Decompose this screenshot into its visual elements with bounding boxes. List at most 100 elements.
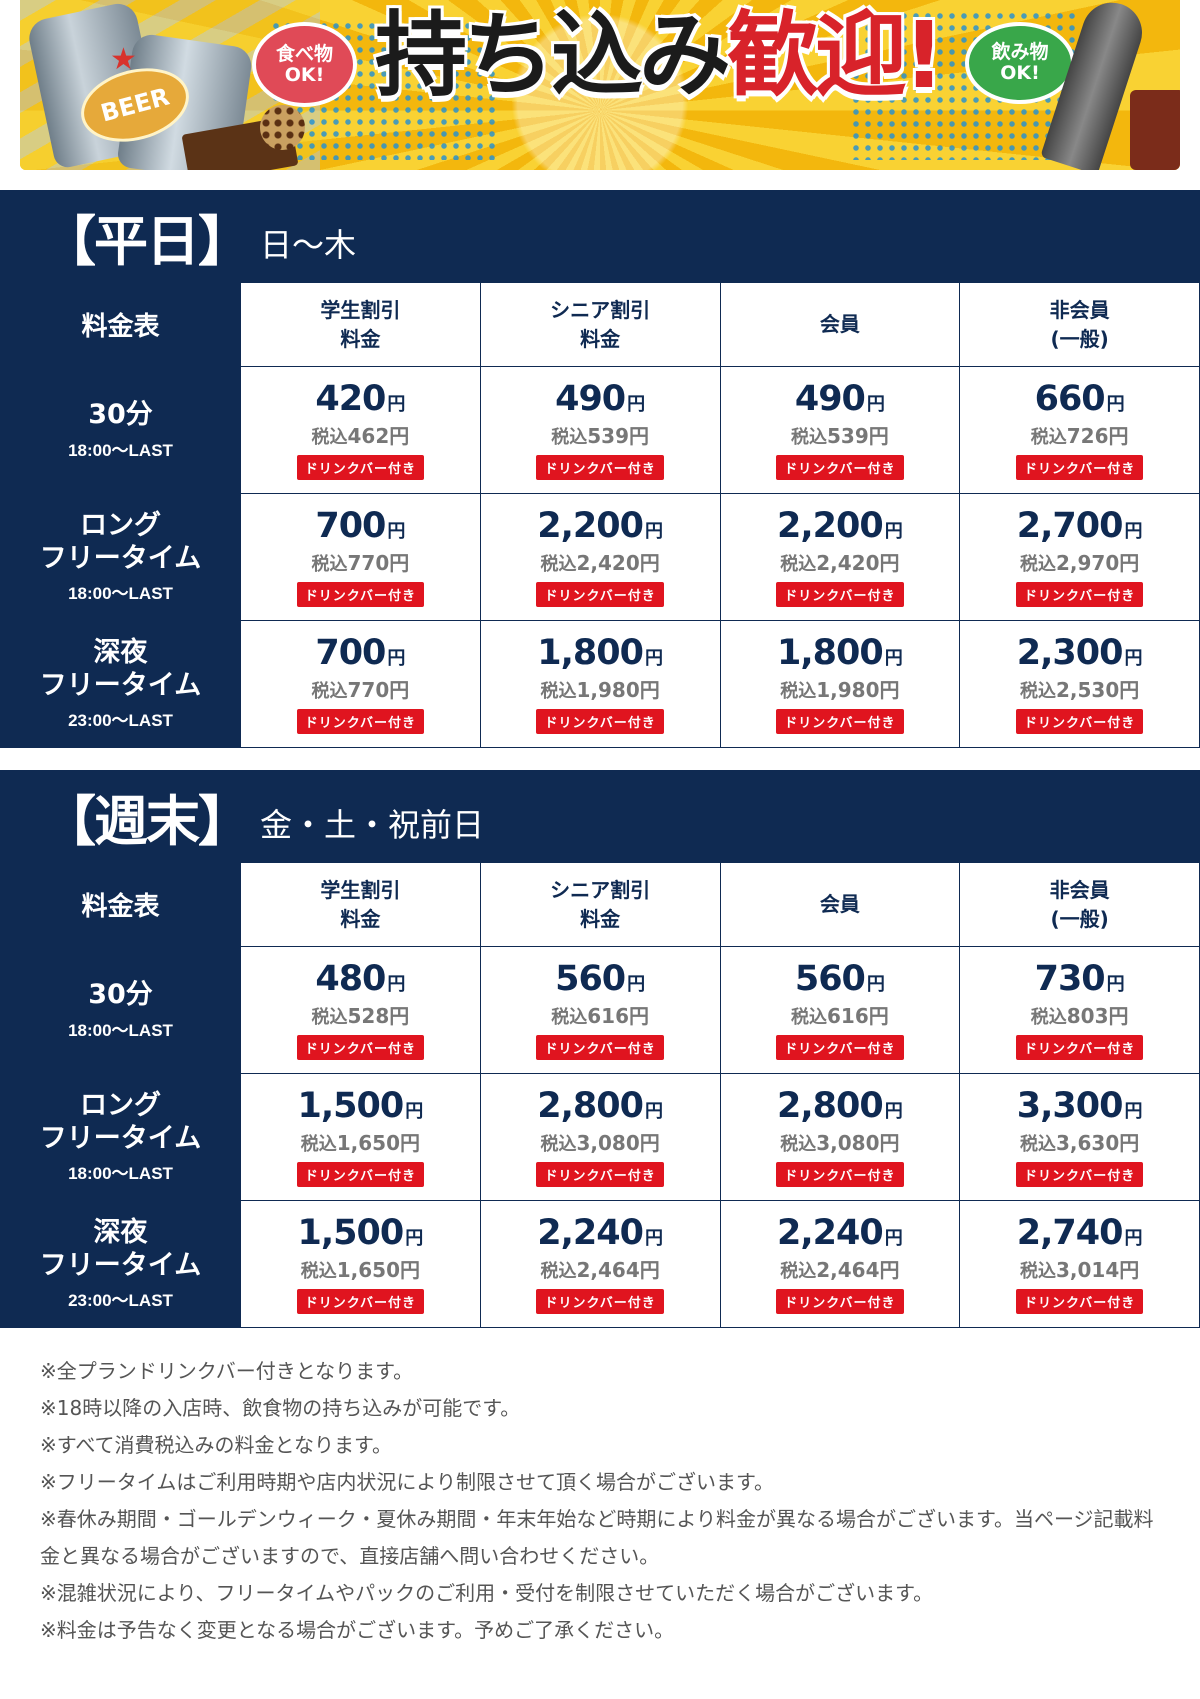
drink-bar-badge: ドリンクバー付き [1015, 1289, 1144, 1315]
price-value: 490 円 [721, 380, 960, 419]
tax-price-number: 2,420 [816, 551, 880, 576]
yen-unit: 円 [868, 424, 889, 449]
price-tax-included: 税込726円 [960, 420, 1199, 449]
tax-label: 税込 [1030, 1007, 1067, 1029]
note-item: ※18時以降の入店時、飲食物の持ち込みが可能です。 [40, 1396, 521, 1420]
tax-price-number: 616 [827, 1004, 869, 1029]
yen-unit: 円 [389, 424, 410, 449]
yen-unit: 円 [1124, 1227, 1143, 1249]
yen-unit: 円 [400, 1131, 420, 1156]
yen-unit: 円 [1106, 393, 1125, 415]
drink-bar-badge: ドリンクバー付き [296, 582, 425, 608]
tax-price-number: 1,650 [336, 1131, 400, 1156]
price-value: 560 円 [721, 960, 960, 999]
yen-unit: 円 [627, 973, 646, 995]
price-number: 490 [794, 378, 866, 419]
food-ok-text: 食べ物 OK! [275, 42, 333, 86]
price-cell: 560 円税込616円 ドリンクバー付き [479, 946, 721, 1074]
weekend-section: 【週末】 金・土・祝前日 料金表 学生割引 料金 シニア割引 料金 会員 非会員 (一般… [0, 770, 1200, 1328]
price-value: 560 円 [481, 960, 720, 999]
table-row: 30分 18:00〜LAST 420 円税込462円 ドリンクバー付き 490 円税込539… [0, 366, 1200, 494]
price-value: 1,500 円 [241, 1087, 480, 1126]
banner-title-main: 持ち込み [375, 2, 731, 109]
price-cell: 2,240 円税込2,464円 ドリンクバー付き [719, 1200, 961, 1328]
banner-title-accent: 歓迎! [727, 2, 945, 109]
yen-unit: 円 [387, 647, 406, 669]
yen-unit: 円 [1124, 1100, 1143, 1122]
tax-price-number: 2,970 [1055, 551, 1120, 576]
yen-unit: 円 [866, 973, 885, 995]
star-icon: ★ [110, 42, 137, 77]
tax-price-number: 1,650 [336, 1258, 400, 1283]
price-cell: 730 円税込803円 ドリンクバー付き [959, 946, 1200, 1074]
price-number: 2,240 [777, 1212, 884, 1253]
price-number: 420 [315, 378, 386, 419]
price-cell: 1,500 円税込1,650円 ドリンクバー付き [240, 1200, 481, 1328]
column-header: 学生割引 料金 [240, 862, 481, 947]
drink-bar-badge: ドリンクバー付き [536, 582, 664, 608]
price-cell: 2,700 円税込2,970円 ドリンクバー付き [959, 493, 1200, 621]
note-item: ※すべて消費税込みの料金となります。 [40, 1433, 392, 1457]
yen-unit: 円 [1108, 1004, 1129, 1029]
price-cell: 3,300 円税込3,630円 ドリンクバー付き [959, 1073, 1200, 1201]
tax-price-number: 528 [347, 1004, 390, 1029]
yen-unit: 円 [389, 678, 410, 703]
price-number: 2,200 [537, 505, 644, 546]
yen-unit: 円 [884, 520, 903, 542]
drink-bar-badge: ドリンクバー付き [776, 1035, 904, 1061]
price-number: 700 [315, 632, 386, 673]
price-value: 420 円 [241, 380, 480, 419]
yen-unit: 円 [387, 393, 406, 415]
price-number: 2,800 [537, 1085, 644, 1126]
drink-bar-badge: ドリンクバー付き [1015, 709, 1144, 735]
tax-price-number: 803 [1066, 1004, 1109, 1029]
plan-header: 30分 18:00〜LAST [0, 946, 241, 1074]
column-header-label: 非会員 (一般) [1049, 877, 1110, 931]
column-header-label: 学生割引 料金 [320, 877, 401, 931]
price-value: 1,500 円 [241, 1214, 480, 1253]
price-cell: 420 円税込462円 ドリンクバー付き [240, 366, 481, 494]
note-item: ※フリータイムはご利用時期や店内状況により制限させて頂く場合がございます。 [40, 1470, 774, 1494]
drink-bar-badge: ドリンクバー付き [536, 1289, 664, 1315]
tax-label: 税込 [300, 1261, 337, 1283]
tax-label: 税込 [780, 1134, 817, 1156]
plan-time: 23:00〜LAST [68, 1290, 173, 1310]
banner-title: 持ち込み歓迎! [375, 10, 945, 102]
tax-label: 税込 [540, 1261, 577, 1283]
yen-unit: 円 [405, 1100, 424, 1122]
column-header-label: シニア割引 料金 [550, 297, 651, 351]
price-cell: 560 円税込616 円ドリンクバー付き [719, 946, 961, 1074]
drink-ok-text: 飲み物 OK! [991, 41, 1049, 84]
price-tax-included: 税込462円 [241, 420, 480, 449]
price-table-corner: 料金表 [0, 282, 241, 367]
price-number: 730 [1034, 958, 1106, 999]
price-cell: 1,800 円税込1,980円 ドリンクバー付き [479, 620, 721, 748]
yen-unit: 円 [629, 424, 649, 449]
yen-unit: 円 [1124, 647, 1143, 669]
price-tax-included: 税込2,464円 [721, 1254, 960, 1283]
column-header: シニア割引 料金 [479, 282, 721, 367]
price-tax-included: 税込2,530円 [960, 674, 1199, 703]
price-number: 3,300 [1016, 1085, 1124, 1126]
table-row: ロング フリータイム 18:00〜LAST 1,500 円税込1,650円 ドリンクバー… [0, 1073, 1200, 1201]
tax-price-number: 770 [347, 551, 390, 576]
price-value: 2,200 円 [481, 507, 720, 546]
plan-name: ロング フリータイム [39, 510, 202, 574]
price-tax-included: 税込803円 [960, 1000, 1199, 1029]
price-value: 730 円 [960, 960, 1199, 999]
yen-unit: 円 [627, 393, 646, 415]
tax-label: 税込 [540, 681, 577, 703]
tax-price-number: 462 [347, 424, 390, 449]
tax-price-number: 616 [587, 1004, 629, 1029]
tax-label: 税込 [791, 1007, 827, 1029]
price-cell: 2,200 円税込2,420円 ドリンクバー付き [719, 493, 961, 621]
plan-header: ロング フリータイム 18:00〜LAST [0, 493, 241, 621]
price-tax-included: 税込2,420円 [481, 547, 720, 576]
yen-unit: 円 [389, 1004, 410, 1029]
yen-unit: 円 [644, 647, 663, 669]
yen-unit: 円 [639, 551, 660, 576]
tax-label: 税込 [780, 554, 817, 576]
promo-banner: BEER ★ 食べ物 OK! 持ち込み歓迎! 飲み物 OK! [20, 0, 1180, 170]
tax-label: 税込 [1030, 427, 1067, 449]
price-tax-included: 税込770円 [241, 547, 480, 576]
